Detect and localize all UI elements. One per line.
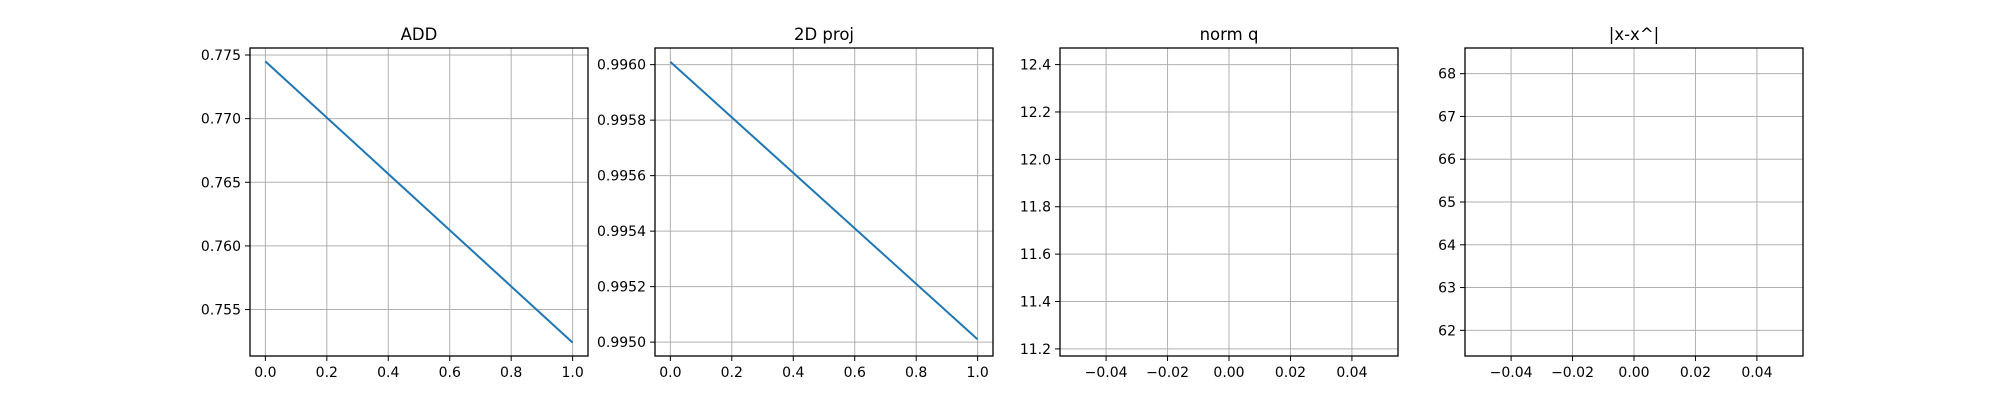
x-tick-label: 0.02 bbox=[1275, 365, 1306, 381]
y-tick-label: 65 bbox=[1438, 195, 1456, 211]
y-tick-label: 0.775 bbox=[201, 48, 241, 64]
y-tick-label: 63 bbox=[1438, 281, 1456, 297]
x-tick-label: 0.0 bbox=[659, 365, 681, 381]
y-tick-label: 11.8 bbox=[1020, 200, 1051, 216]
x-tick-label: 0.00 bbox=[1618, 365, 1649, 381]
y-tick-label: 0.760 bbox=[201, 239, 241, 255]
x-tick-label: 0.8 bbox=[500, 365, 522, 381]
subplot-norm-q: −0.04 −0.02 0.00 0.02 0.04 11.2 11.4 11.6 11.8 12… bbox=[1020, 25, 1399, 381]
x-tick-label: 0.04 bbox=[1741, 365, 1772, 381]
y-tick-label: 12.4 bbox=[1020, 58, 1051, 74]
x-tick-label: −0.04 bbox=[1085, 365, 1128, 381]
series-line bbox=[669, 61, 979, 341]
x-tick-label: 0.6 bbox=[439, 365, 461, 381]
y-tick-label: 0.755 bbox=[201, 303, 241, 319]
axes-frame bbox=[654, 47, 994, 357]
axes-frame bbox=[249, 47, 589, 357]
y-tick-label: 0.770 bbox=[201, 112, 241, 128]
y-tick-label: 0.9952 bbox=[597, 280, 646, 296]
y-tick-label: 12.2 bbox=[1020, 105, 1051, 121]
y-tick-label: 62 bbox=[1438, 323, 1456, 339]
y-tick-label: 68 bbox=[1438, 67, 1456, 83]
series-line bbox=[264, 60, 574, 344]
x-tick-label: −0.02 bbox=[1146, 365, 1189, 381]
y-tick-label: 67 bbox=[1438, 109, 1456, 125]
x-tick-label: 0.4 bbox=[377, 365, 399, 381]
y-tick-label: 0.9958 bbox=[597, 113, 646, 129]
x-tick-label: 0.00 bbox=[1213, 365, 1244, 381]
axes-frame bbox=[1059, 47, 1399, 357]
x-tick-label: 0.8 bbox=[905, 365, 927, 381]
y-tick-label: 0.765 bbox=[201, 175, 241, 191]
y-tick-label: 0.9956 bbox=[597, 169, 646, 185]
y-tick-label: 11.6 bbox=[1020, 247, 1051, 263]
x-tick-label: −0.02 bbox=[1551, 365, 1594, 381]
x-tick-label: 0.6 bbox=[844, 365, 866, 381]
x-tick-label: 1.0 bbox=[562, 365, 584, 381]
y-tick-label: 0.9954 bbox=[597, 224, 646, 240]
subplot-2d-proj: 0.0 0.2 0.4 0.6 0.8 1.0 0.9950 0.9952 0.9954 0.99… bbox=[597, 25, 994, 381]
subplot-x-error: −0.04 −0.02 0.00 0.02 0.04 62 63 64 65 66 67 68 |x-x… bbox=[1438, 25, 1804, 381]
x-tick-label: 1.0 bbox=[967, 365, 989, 381]
x-tick-label: 0.04 bbox=[1336, 365, 1367, 381]
chart-title: |x-x^| bbox=[1609, 25, 1659, 44]
y-tick-label: 66 bbox=[1438, 152, 1456, 168]
subplot-add: 0.0 0.2 0.4 0.6 0.8 1.0 0.755 0.760 0.765 0.770 0.… bbox=[201, 25, 589, 381]
x-tick-label: −0.04 bbox=[1490, 365, 1533, 381]
y-tick-label: 11.4 bbox=[1020, 295, 1051, 311]
y-tick-label: 64 bbox=[1438, 238, 1456, 254]
chart-title: 2D proj bbox=[794, 25, 854, 44]
x-tick-label: 0.2 bbox=[721, 365, 743, 381]
chart-title: ADD bbox=[401, 25, 438, 44]
axes-frame bbox=[1464, 47, 1804, 357]
chart-title: norm q bbox=[1200, 25, 1259, 44]
y-tick-label: 11.2 bbox=[1020, 342, 1051, 358]
y-tick-label: 0.9950 bbox=[597, 335, 646, 351]
x-tick-label: 0.0 bbox=[254, 365, 276, 381]
x-tick-label: 0.2 bbox=[316, 365, 338, 381]
x-tick-label: 0.4 bbox=[782, 365, 804, 381]
y-tick-label: 0.9960 bbox=[597, 58, 646, 74]
y-tick-label: 12.0 bbox=[1020, 152, 1051, 168]
x-tick-label: 0.02 bbox=[1680, 365, 1711, 381]
